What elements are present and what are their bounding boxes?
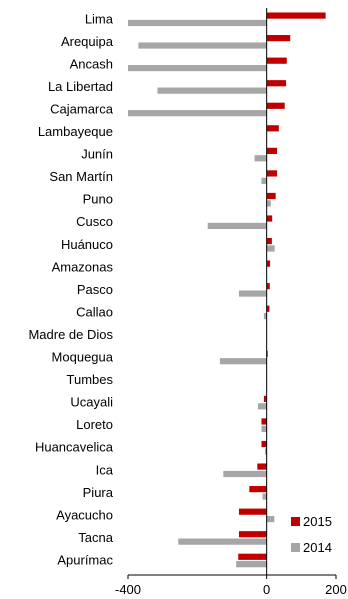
category-label: Huánuco (61, 237, 113, 252)
bar-2015 (266, 237, 272, 245)
bar-2014 (219, 358, 267, 365)
bar-2015 (266, 80, 287, 87)
bar-2014 (128, 64, 267, 72)
bar-2015 (266, 147, 278, 154)
bar-2014 (261, 177, 267, 184)
bar-2014 (236, 561, 267, 568)
category-label: Arequipa (61, 34, 114, 49)
bar-2015 (249, 486, 267, 493)
legend: 2015 2014 (291, 514, 332, 555)
bar-2014 (266, 200, 271, 207)
bar-2015 (238, 531, 267, 538)
category-label: Tumbes (67, 372, 114, 387)
bar-2015 (238, 508, 267, 515)
bar-2015 (266, 35, 291, 42)
bar-2015 (266, 192, 276, 200)
bar-2015 (266, 260, 271, 267)
x-tick-label: 0 (263, 582, 270, 597)
category-label: Puno (83, 192, 113, 207)
x-ticks: -400 0 200 (115, 575, 347, 597)
bar-2014 (128, 19, 267, 27)
bar-2015 (263, 395, 267, 403)
bar-2015 (266, 350, 268, 357)
legend-swatch-2015 (291, 517, 300, 526)
bar-2015 (266, 283, 270, 290)
category-label: La Libertad (48, 79, 113, 94)
bar-2014 (264, 448, 267, 455)
legend-label-2015: 2015 (303, 514, 332, 529)
bar-2014 (258, 403, 267, 410)
category-label: Piura (83, 485, 114, 500)
category-label: Madre de Dios (28, 327, 113, 342)
category-label: San Martín (49, 169, 113, 184)
bar-2014 (266, 245, 275, 252)
bar-2015 (261, 440, 267, 448)
category-labels: Lima Arequipa Ancash La Libertad Cajamarca La… (28, 11, 113, 567)
bar-2015 (257, 463, 267, 470)
category-label: Lima (85, 11, 114, 26)
bar-2015 (266, 57, 287, 64)
category-label: Ica (96, 462, 114, 477)
category-label: Junín (81, 147, 113, 162)
bar-2015 (266, 12, 326, 19)
bar-2014 (262, 493, 267, 500)
bar-2014 (254, 155, 267, 162)
bars-group (128, 12, 326, 568)
x-tick-label: -400 (115, 582, 141, 597)
bar-2014 (266, 515, 275, 523)
x-tick-label: 200 (325, 582, 347, 597)
category-label: Amazonas (52, 259, 114, 274)
legend-label-2014: 2014 (303, 540, 332, 555)
bar-2014 (223, 470, 267, 478)
bar-2014 (238, 290, 267, 297)
bar-2015 (238, 553, 267, 560)
category-label: Tacna (78, 530, 113, 545)
bar-2015 (266, 215, 273, 222)
bar-2015 (266, 125, 279, 132)
category-label: Ancash (70, 56, 113, 71)
category-label: Moquegua (52, 350, 114, 365)
bar-2015 (266, 170, 278, 177)
category-label: Huancavelica (35, 440, 114, 455)
legend-swatch-2014 (291, 543, 300, 552)
category-label: Ucayali (70, 395, 113, 410)
category-label: Callao (76, 304, 113, 319)
bar-2014 (261, 425, 267, 432)
bar-2014 (207, 222, 267, 230)
bar-2014 (157, 87, 267, 94)
category-label: Cusco (76, 214, 113, 229)
bar-2014 (128, 110, 267, 117)
category-label: Apurímac (57, 552, 113, 567)
category-label: Ayacucho (56, 507, 113, 522)
bar-2015 (266, 305, 270, 312)
bar-2015 (261, 418, 267, 425)
category-label: Pasco (77, 282, 113, 297)
bar-2014 (178, 538, 267, 545)
bar-2014 (138, 42, 267, 49)
category-label: Cajamarca (50, 101, 114, 116)
bar-2014 (263, 313, 267, 320)
bar-2015 (266, 102, 285, 109)
category-label: Loreto (76, 417, 113, 432)
category-label: Lambayeque (38, 124, 113, 139)
